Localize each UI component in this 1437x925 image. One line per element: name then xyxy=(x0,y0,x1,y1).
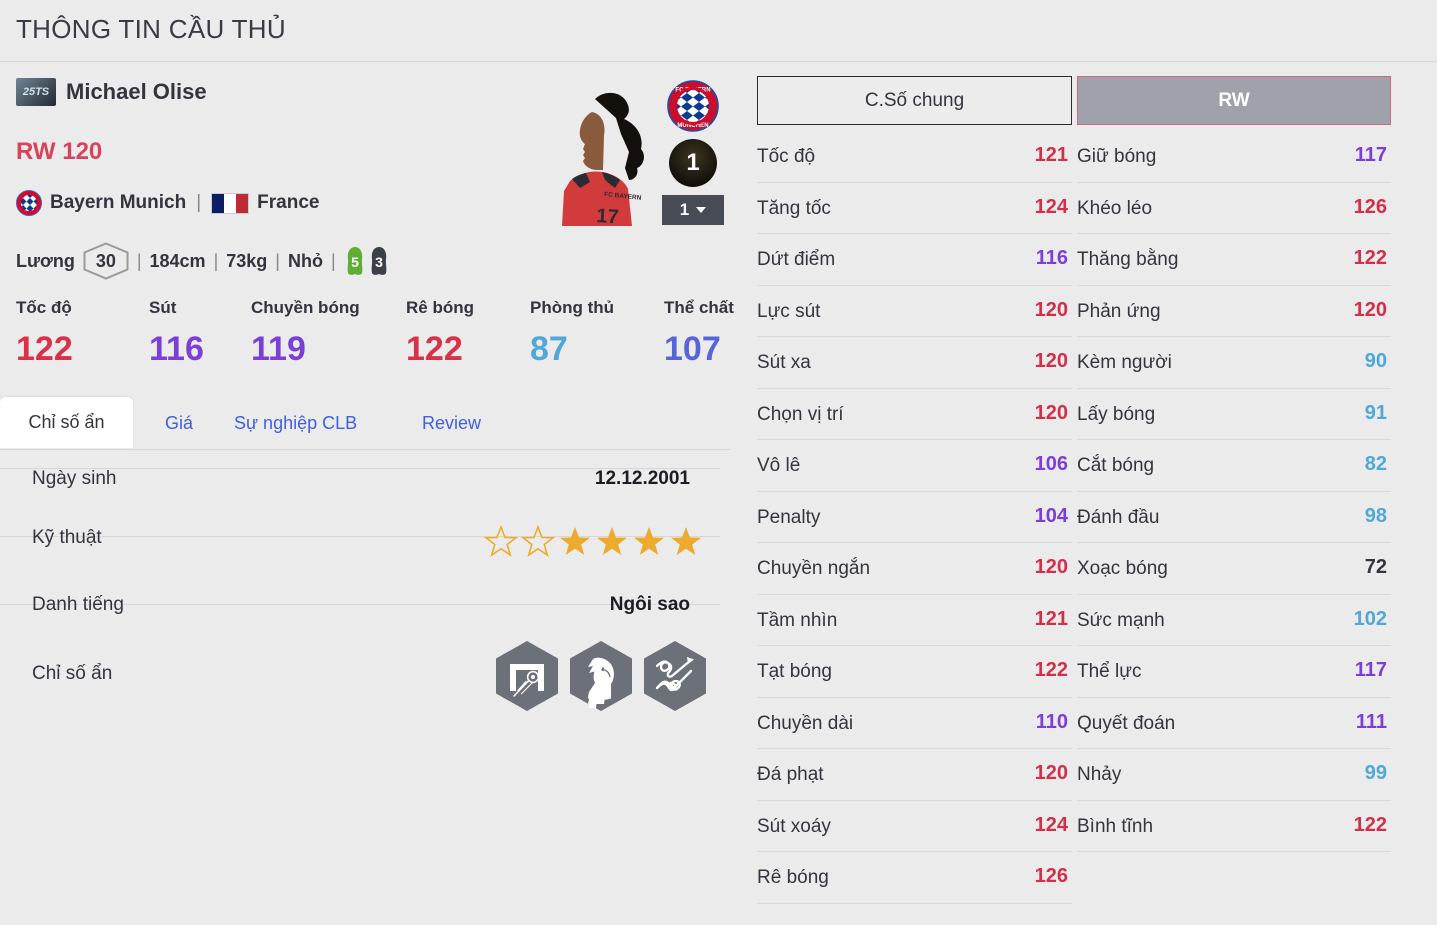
svg-text:3: 3 xyxy=(375,254,383,270)
svg-text:17: 17 xyxy=(596,205,620,228)
svg-text:5: 5 xyxy=(351,254,359,270)
